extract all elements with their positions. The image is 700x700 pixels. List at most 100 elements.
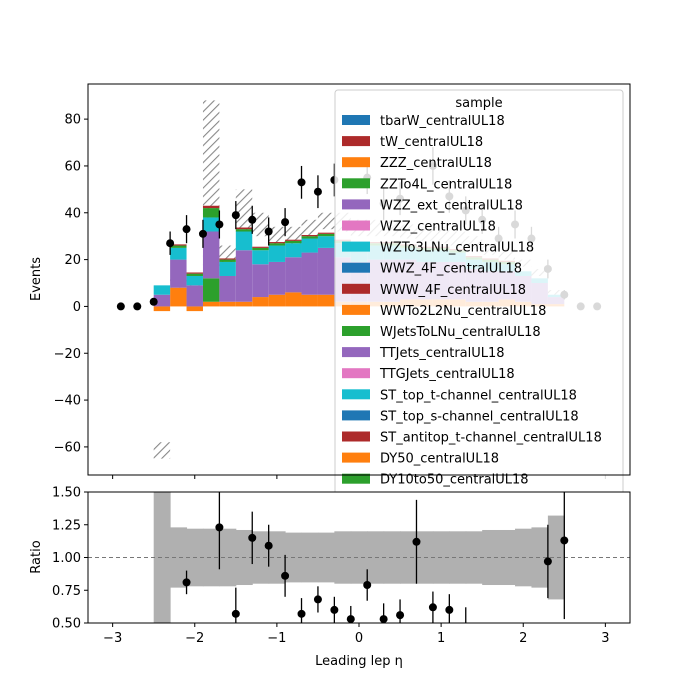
ratio-point	[396, 611, 405, 620]
legend-label: tbarW_centralUL18	[380, 114, 505, 129]
stack-bar	[285, 257, 302, 293]
legend-label: ST_antitop_t-channel_centralUL18	[380, 431, 602, 446]
stack-bar	[317, 233, 335, 237]
legend-label: ZZTo4L_centralUL18	[380, 177, 512, 192]
ratio-point	[346, 615, 355, 624]
legend-label: DY10to50_centralUL18	[380, 473, 529, 488]
main-plot: −60 −40 −20 0 20 40 60 80 Events sample tbarW_ce…	[29, 83, 631, 511]
legend-swatch	[342, 199, 370, 210]
ratio-band-bin	[202, 528, 220, 587]
legend-swatch	[342, 368, 370, 379]
ratio-point	[182, 578, 191, 587]
ratio-band-bin	[301, 532, 319, 583]
legend-label: tW_centralUL18	[380, 135, 483, 150]
legend-swatch	[342, 136, 370, 147]
ratio-point	[560, 536, 569, 545]
stack-bar	[153, 285, 171, 295]
legend-label: TTGJets_centralUL18	[379, 367, 515, 382]
legend: sample tbarW_centralUL18 tW_centralUL18 ZZZ…	[334, 89, 624, 511]
data-point	[264, 227, 273, 236]
legend-swatch	[342, 157, 370, 168]
data-point	[313, 187, 322, 196]
ratio-band-bin	[350, 531, 368, 584]
y-tick-label: 0	[73, 300, 81, 315]
data-point	[231, 211, 240, 220]
main-y-axis-label: Events	[29, 257, 44, 301]
y-tick-label: −40	[54, 394, 81, 409]
stack-bar	[317, 294, 335, 307]
legend-swatch	[342, 283, 370, 294]
uncertainty-hatch-bin	[252, 212, 269, 237]
legend-label: WJetsToLNu_centralUL18	[380, 325, 541, 340]
legend-swatch	[342, 473, 370, 484]
stack-bar	[219, 301, 236, 307]
legend-swatch	[342, 452, 370, 463]
y-tick-label: 1.25	[52, 518, 81, 533]
stack-bar	[268, 294, 286, 307]
stack-bar	[301, 252, 318, 295]
data-point	[198, 229, 207, 238]
stack-bar	[153, 294, 171, 307]
ratio-point	[379, 615, 388, 624]
x-tick-label: 3	[601, 631, 609, 646]
stack-bar	[170, 245, 187, 248]
ratio-point	[363, 581, 372, 590]
stack-bar	[268, 242, 286, 244]
stack-bar	[186, 272, 203, 274]
ratio-band-bin	[153, 492, 171, 623]
y-tick-label: 60	[64, 159, 81, 174]
ratio-point	[313, 595, 322, 604]
stack-bar	[186, 273, 203, 276]
stack-bar	[202, 205, 220, 209]
main-y-ticks: −60 −40 −20 0 20 40 60 80	[54, 113, 88, 455]
stack-bar	[301, 236, 318, 239]
ratio-band-bin	[498, 529, 516, 586]
data-point	[215, 220, 224, 229]
legend-label: DY50_centralUL18	[380, 452, 499, 467]
legend-title: sample	[455, 96, 502, 111]
data-point	[281, 218, 290, 227]
legend-swatch	[342, 326, 370, 336]
data-point	[182, 225, 191, 234]
data-point	[133, 302, 142, 311]
stack-bar	[235, 229, 253, 232]
legend-label: WZZ_ext_centralUL18	[380, 198, 523, 213]
stack-bar	[170, 247, 187, 260]
stack-bar	[186, 275, 203, 286]
ratio-band-bin	[219, 528, 237, 587]
legend-swatch	[342, 262, 370, 273]
legend-swatch	[342, 304, 370, 315]
y-tick-label: −60	[54, 440, 81, 455]
legend-swatch	[342, 115, 370, 125]
uncertainty-hatch-bin	[317, 212, 335, 230]
stack-bar	[317, 236, 335, 248]
stack-bar	[219, 275, 236, 302]
stack-bar	[268, 243, 286, 246]
legend-label: ST_top_s-channel_centralUL18	[380, 409, 579, 424]
ratio-point	[297, 609, 306, 618]
stack-bar	[268, 261, 286, 295]
stack-bar	[219, 258, 236, 260]
ratio-point	[543, 557, 552, 566]
legend-box	[334, 89, 624, 511]
ratio-point	[428, 603, 437, 612]
x-tick-label: −3	[103, 631, 122, 646]
main-frame	[87, 83, 631, 476]
stack-bar	[186, 306, 203, 312]
data-point	[297, 178, 306, 187]
legend-swatch	[342, 241, 370, 252]
legend-label: TTJets_centralUL18	[379, 346, 505, 361]
stack-bar	[317, 247, 335, 295]
ratio-point	[231, 609, 240, 618]
stack-bar	[252, 297, 269, 307]
legend-label: WZTo3LNu_centralUL18	[380, 241, 534, 256]
stack-bar	[202, 278, 220, 302]
legend-label: WZZ_centralUL18	[380, 220, 496, 235]
data-point	[248, 215, 257, 224]
y-tick-label: −20	[54, 347, 81, 362]
stack-bar	[219, 259, 236, 262]
legend-swatch	[342, 220, 370, 231]
x-tick-label: 0	[355, 631, 363, 646]
legend-swatch	[342, 389, 370, 400]
